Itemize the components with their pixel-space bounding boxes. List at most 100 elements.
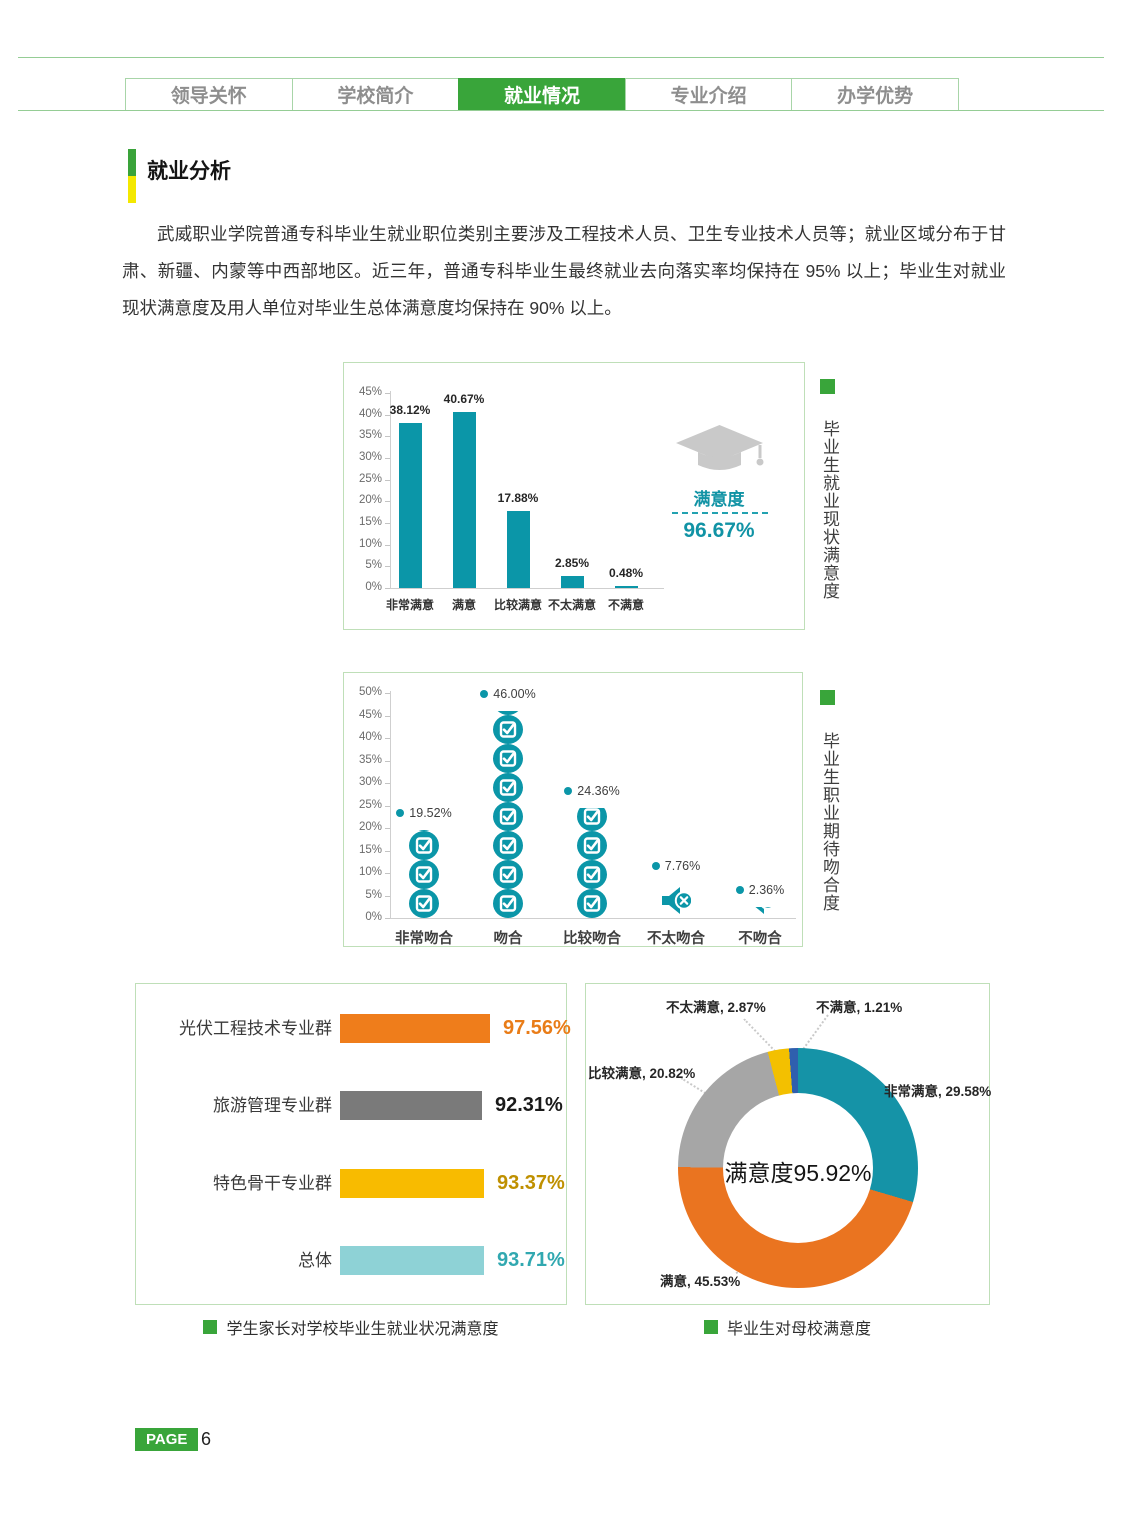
y-tick-mark (385, 738, 390, 739)
y-tick-label: 5% (365, 559, 382, 572)
y-tick-mark (385, 414, 390, 416)
y-axis-line (390, 391, 391, 589)
category-label: 非常吻合 (395, 931, 453, 947)
tab-school-intro[interactable]: 学校简介 (291, 78, 459, 111)
page-badge: PAGE (135, 1428, 199, 1451)
bar-value-label: 19.52% (379, 806, 469, 820)
bar-value-label: 17.88% (497, 490, 539, 505)
y-tick-label: 0% (365, 911, 382, 923)
top-divider (18, 57, 1104, 58)
speaker-x-icon (662, 886, 691, 914)
check-circle-icon (577, 888, 607, 918)
y-tick-label: 35% (358, 429, 382, 442)
donut-center-label: 满意度95.92% (724, 1160, 872, 1186)
chart-career-fit: 0% 5% 10% 15% 20% 25% 30% 35% 40% 45% 50% 19.52% 非常吻… (343, 672, 803, 947)
y-tick-mark (385, 436, 390, 438)
check-circle-icon (409, 859, 439, 889)
y-tick-label: 50% (358, 686, 382, 698)
row-label: 旅游管理专业群 (213, 1096, 332, 1115)
y-tick-label: 45% (358, 386, 382, 398)
graduation-cap-icon (672, 421, 767, 479)
slice-label: 满意, 45.53% (660, 1274, 741, 1289)
bar-value-label: 38.12% (389, 402, 431, 417)
aside-dashed-line (672, 512, 768, 514)
row-label: 特色骨干专业群 (213, 1174, 332, 1193)
check-circle-icon (577, 808, 607, 831)
bar (340, 1091, 482, 1120)
y-tick-mark (385, 544, 390, 546)
bar (340, 1169, 484, 1198)
y-tick-label: 0% (365, 581, 382, 593)
row-label: 光伏工程技术专业群 (179, 1019, 332, 1038)
pictograph-bar (661, 883, 691, 918)
check-circle-icon (419, 830, 429, 831)
y-tick-mark (385, 850, 390, 852)
check-circle-icon (493, 889, 523, 918)
slice-label: 不满意, 1.21% (816, 1000, 903, 1015)
check-circle-icon (409, 830, 439, 860)
caption-text: 毕业生对母校满意度 (726, 1321, 871, 1338)
chart-employment-satisfaction: 0% 5% 10% 15% 20% 25% 30% 35% 40% 45% 38.12% 非常满意 40… (343, 362, 805, 630)
check-circle-icon (409, 830, 439, 831)
tab-majors[interactable]: 专业介绍 (624, 78, 792, 111)
y-tick-label: 35% (358, 753, 382, 766)
pictograph-bar (493, 711, 523, 918)
bar (614, 585, 638, 588)
bar-value-label: 7.76% (631, 859, 721, 873)
check-circle-icon (409, 830, 439, 860)
row-label: 总体 (298, 1251, 332, 1270)
bar-value-label: 40.67% (443, 391, 485, 406)
category-label: 满意 (451, 598, 476, 612)
x-axis-line (390, 918, 796, 919)
donut-hole (723, 1093, 873, 1243)
bar-value-label: 2.85% (554, 555, 590, 570)
tab-advantages[interactable]: 办学优势 (791, 78, 959, 111)
y-tick-mark (385, 828, 390, 829)
bar-value-label: 92.31% (495, 1094, 563, 1116)
check-circle-icon (493, 831, 523, 860)
check-circle-icon (577, 830, 607, 860)
y-tick-mark (385, 501, 390, 503)
y-tick-label: 5% (365, 888, 382, 901)
speaker-x-icon (745, 907, 775, 918)
bar-value-label: 24.36% (547, 784, 637, 798)
tab-leadership[interactable]: 领导关怀 (125, 78, 292, 111)
check-circle-icon (493, 715, 523, 744)
y-tick-mark (385, 715, 390, 717)
marker-dot-icon (651, 862, 660, 871)
check-circle-icon (577, 888, 607, 918)
chart2-legend-square (820, 690, 835, 705)
category-label: 吻合 (493, 931, 523, 947)
y-tick-mark (385, 873, 390, 874)
caption-parent-satisfaction: 学生家长对学校毕业生就业状况满意度 (135, 1315, 567, 1339)
y-tick-label: 20% (358, 821, 382, 833)
check-circle-icon (493, 889, 523, 918)
check-circle-icon (493, 860, 523, 889)
speaker-x-icon (755, 907, 775, 914)
intro-paragraph: 武威职业学院普通专科毕业生就业职位类别主要涉及工程技术人员、卫生专业技术人员等；… (122, 224, 1006, 318)
check-circle-icon (409, 888, 439, 918)
section-title: 就业分析 (147, 160, 231, 183)
check-circle-icon (493, 773, 523, 802)
y-tick-label: 30% (358, 451, 382, 463)
bar-value-label: 93.71% (497, 1249, 565, 1271)
bar-value-label: 0.48% (608, 565, 644, 580)
y-tick-label: 10% (358, 866, 382, 878)
check-circle-icon (577, 859, 607, 889)
title-accent-yellow (128, 176, 136, 203)
caption-alumni-satisfaction: 毕业生对母校满意度 (585, 1315, 990, 1339)
caption-square-icon (703, 1320, 718, 1334)
bar-value-label: 97.56% (503, 1017, 571, 1039)
y-tick-label: 30% (358, 776, 382, 788)
marker-dot-icon (480, 690, 489, 698)
tab-employment[interactable]: 就业情况 (458, 78, 625, 111)
bar (340, 1014, 490, 1043)
pictograph-bar (409, 830, 439, 918)
nav-tabs: 领导关怀 学校简介 就业情况 专业介绍 办学优势 (125, 78, 959, 111)
slice-label: 不太满意, 2.87% (666, 1000, 766, 1015)
y-tick-mark (385, 566, 390, 568)
chart1-vertical-title: 毕业生就业现状满意度 (820, 420, 839, 600)
check-circle-icon (493, 773, 523, 802)
marker-dot-icon (735, 886, 744, 895)
